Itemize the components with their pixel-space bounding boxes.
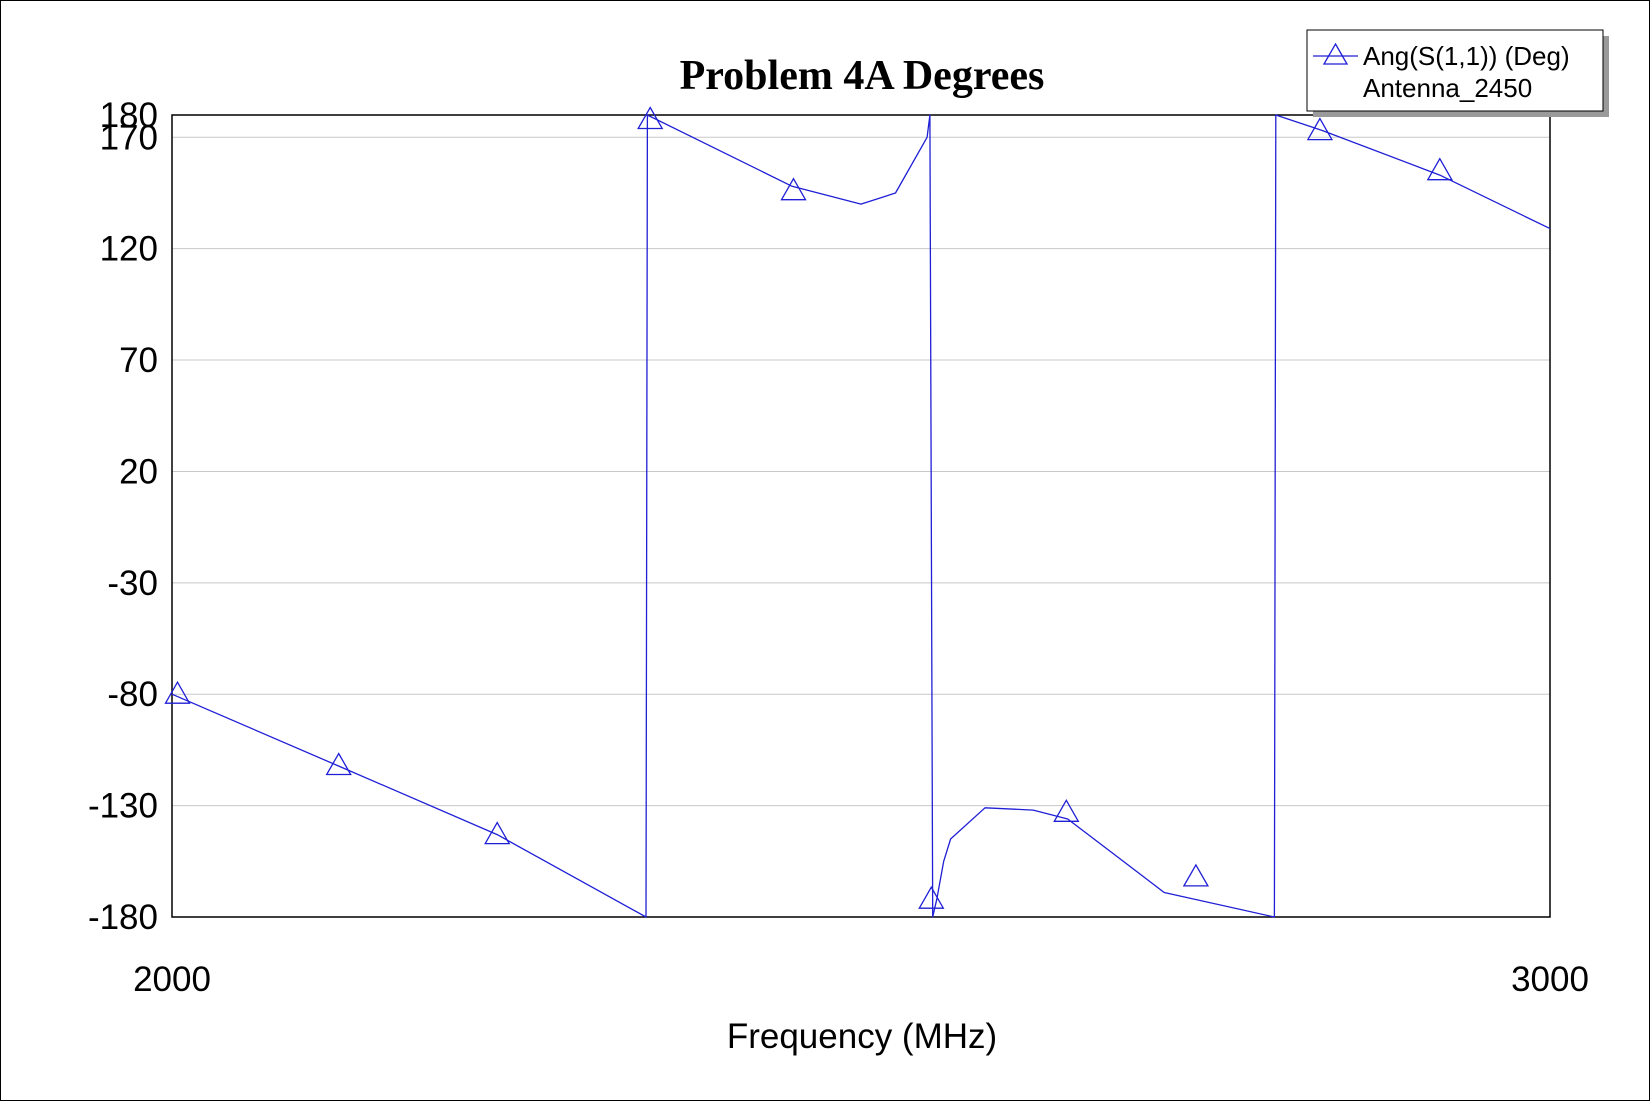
chart-title: Problem 4A Degrees [680,53,1045,99]
legend-entry-series: Ang(S(1,1)) (Deg) [1363,41,1570,71]
data-point-marker [637,106,664,130]
legend: Ang(S(1,1)) (Deg) Antenna_2450 [1306,29,1609,117]
grid-lines [172,136,1550,807]
x-tick-label: 2000 [133,960,211,999]
data-point-marker [1306,117,1334,141]
series-line [171,114,1551,918]
y-tick-label: 70 [119,341,158,380]
x-tick-labels: 2000 3000 [133,960,1589,999]
data-point-marker [325,752,352,776]
data-point-marker [1182,863,1210,887]
legend-entry-dataset: Antenna_2450 [1363,73,1532,103]
data-point-marker [780,177,807,201]
data-point-marker [1426,157,1453,181]
y-tick-label: 120 [100,230,158,269]
x-axis-label: Frequency (MHz) [727,1017,997,1056]
series-layer [171,114,1551,918]
marker-layer [164,106,1453,909]
data-point-marker [164,680,191,704]
plot-area [171,114,1551,918]
x-tick-label: 3000 [1511,960,1589,999]
data-point-marker [1053,798,1080,822]
data-point-marker [484,821,511,845]
legend-triangle-icon [1322,42,1349,65]
y-tick-label: -130 [88,787,158,826]
y-tick-label: 180 [100,96,158,135]
y-tick-label: 170 [100,118,158,157]
y-tick-label: -180 [88,898,158,937]
y-tick-label: -80 [107,675,158,714]
legend-box [1306,29,1604,112]
y-tick-label: -30 [107,564,158,603]
y-tick-label: 20 [119,452,158,491]
data-point-marker [918,885,945,909]
